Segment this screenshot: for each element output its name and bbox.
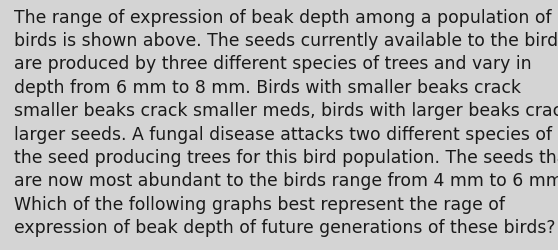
Text: larger seeds. A fungal disease attacks two different species of: larger seeds. A fungal disease attacks t… bbox=[14, 125, 552, 143]
Text: are now most abundant to the birds range from 4 mm to 6 mm.: are now most abundant to the birds range… bbox=[14, 172, 558, 190]
Text: birds is shown above. The seeds currently available to the birds: birds is shown above. The seeds currentl… bbox=[14, 32, 558, 50]
Text: the seed producing trees for this bird population. The seeds that: the seed producing trees for this bird p… bbox=[14, 148, 558, 166]
Text: The range of expression of beak depth among a population of: The range of expression of beak depth am… bbox=[14, 9, 551, 27]
Text: smaller beaks crack smaller meds, birds with larger beaks crack: smaller beaks crack smaller meds, birds … bbox=[14, 102, 558, 120]
Text: are produced by three different species of trees and vary in: are produced by three different species … bbox=[14, 55, 532, 73]
Text: expression of beak depth of future generations of these birds?: expression of beak depth of future gener… bbox=[14, 218, 555, 236]
Text: depth from 6 mm to 8 mm. Birds with smaller beaks crack: depth from 6 mm to 8 mm. Birds with smal… bbox=[14, 78, 521, 96]
Text: Which of the following graphs best represent the rage of: Which of the following graphs best repre… bbox=[14, 195, 505, 213]
